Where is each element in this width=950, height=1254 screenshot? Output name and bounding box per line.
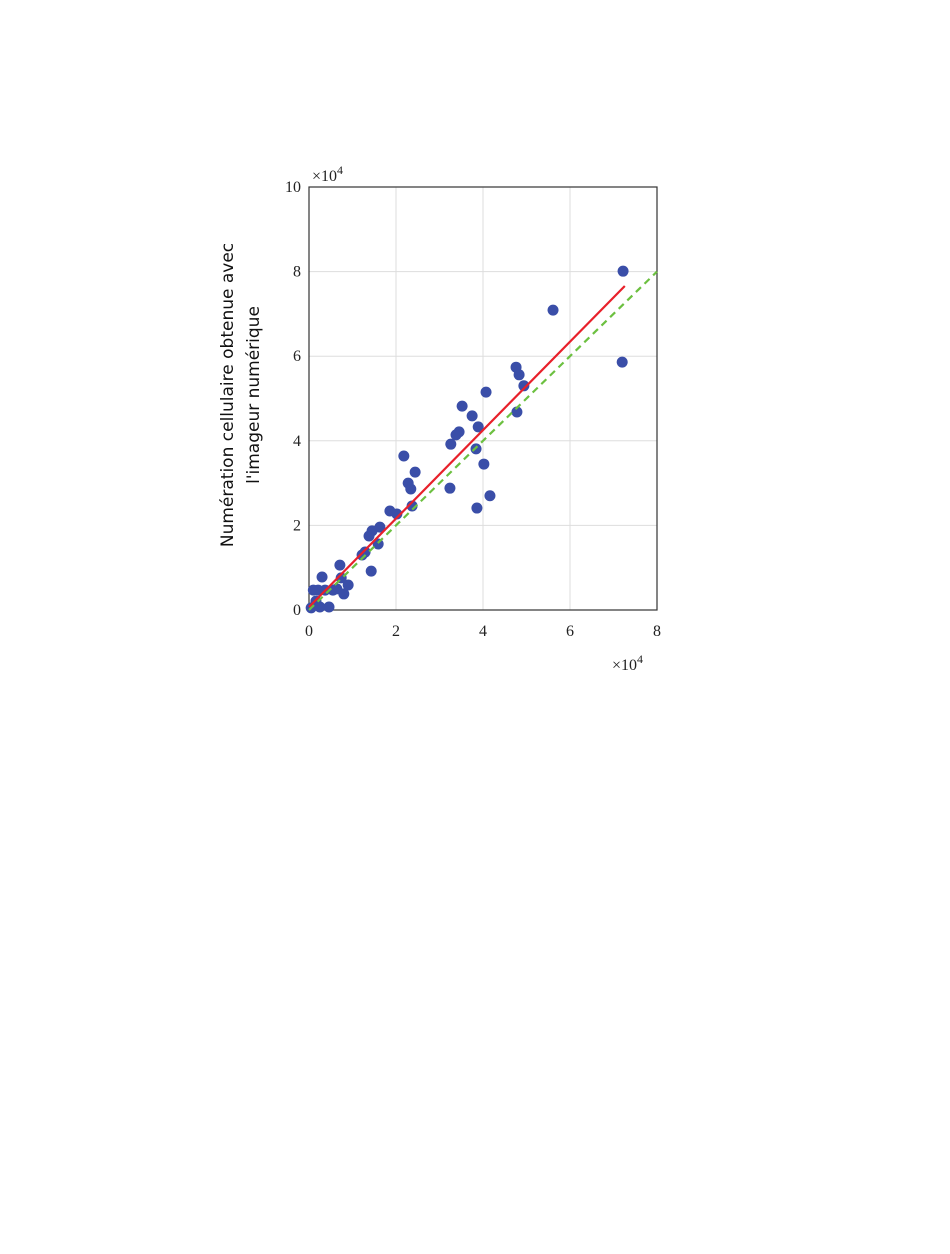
point	[445, 438, 457, 450]
point	[365, 565, 377, 577]
point	[398, 450, 410, 462]
point	[314, 601, 326, 613]
y-tick-label: 6	[293, 348, 301, 365]
y-tick-label: 10	[285, 179, 301, 196]
point	[391, 508, 403, 520]
point	[323, 601, 335, 613]
point	[616, 356, 628, 368]
point	[316, 571, 328, 583]
x-tick-label: 4	[479, 623, 487, 640]
point	[617, 265, 629, 277]
point	[466, 410, 478, 422]
point	[359, 546, 371, 558]
line	[308, 285, 626, 608]
y-tick-label: 2	[293, 517, 301, 534]
y-axis-label-line: Numération cellulaire obtenue avec	[218, 243, 238, 547]
point	[334, 559, 346, 571]
x-tick-label: 2	[392, 623, 400, 640]
y-axis-label-line: l'imageur numérique	[244, 306, 264, 484]
x-tick-label: 0	[305, 623, 313, 640]
point	[409, 466, 421, 478]
point	[338, 588, 350, 600]
point	[471, 502, 483, 514]
point	[513, 369, 525, 381]
line	[308, 270, 658, 611]
x-tick-label: 6	[566, 623, 574, 640]
y-multiplier: ×104	[312, 163, 343, 185]
x-tick-label: 8	[653, 623, 661, 640]
point	[478, 458, 490, 470]
point	[342, 579, 354, 591]
point	[444, 482, 456, 494]
y-tick-label: 0	[293, 602, 301, 619]
point	[484, 490, 496, 502]
point	[374, 521, 386, 533]
point	[511, 406, 523, 418]
point	[472, 421, 484, 433]
point	[406, 500, 418, 512]
plot-frame	[308, 186, 658, 611]
point	[547, 304, 559, 316]
point	[518, 380, 530, 392]
point	[456, 400, 468, 412]
point	[405, 483, 417, 495]
y-axis-label: Numération cellulaire obtenue avec l'ima…	[218, 243, 264, 547]
point	[480, 386, 492, 398]
y-tick-label: 8	[293, 264, 301, 281]
point	[453, 426, 465, 438]
y-tick-label: 4	[293, 433, 301, 450]
x-multiplier: ×104	[612, 652, 643, 674]
